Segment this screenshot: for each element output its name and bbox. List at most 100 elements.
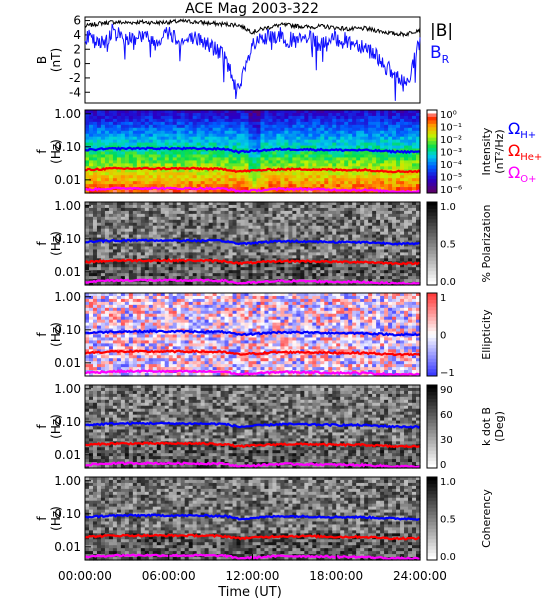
- spectrogram-cell: [244, 145, 250, 150]
- spectrogram-cell: [368, 187, 373, 191]
- spectrogram-cell: [152, 240, 158, 245]
- spectrogram-cell: [188, 163, 194, 167]
- spectrogram-cell: [392, 163, 397, 167]
- spectrogram-cell: [320, 133, 325, 138]
- spectrogram-cell: [228, 252, 234, 256]
- spectrogram-cell: [208, 231, 214, 236]
- spectrogram-cell: [176, 130, 182, 135]
- spectrogram-cell: [148, 175, 154, 179]
- spectrogram-cell: [252, 142, 258, 147]
- spectrogram-cell: [376, 130, 381, 135]
- spectrogram-cell: [148, 110, 154, 114]
- spectrogram-cell: [156, 255, 162, 259]
- spectrogram-cell: [216, 252, 222, 256]
- spectrogram-cell: [116, 210, 122, 215]
- spectrogram-cell: [108, 246, 114, 251]
- spectrogram-cell: [180, 282, 186, 286]
- spectrogram-cell: [144, 190, 150, 194]
- spectrogram-cell: [188, 210, 194, 215]
- spectrogram-cell: [100, 127, 106, 132]
- spectrogram-cell: [96, 216, 102, 221]
- spectrogram-cell: [128, 207, 134, 212]
- spectrogram-cell: [304, 175, 309, 179]
- spectrogram-cell: [124, 181, 130, 185]
- spectrogram-cell: [88, 225, 94, 230]
- spectrogram-cell: [140, 112, 146, 117]
- spectrogram-cell: [264, 151, 270, 156]
- spectrogram-cell: [112, 255, 118, 259]
- spectrogram-cell: [160, 231, 166, 236]
- spectrogram-cell: [248, 184, 254, 188]
- spectrogram-cell: [140, 219, 146, 224]
- spectrogram-cell: [364, 160, 369, 164]
- spectrogram-cell: [348, 136, 353, 141]
- spectrogram-cell: [284, 151, 289, 156]
- spectrogram-cell: [104, 276, 110, 280]
- spectrogram-cell: [224, 216, 230, 221]
- spectrogram-cell: [360, 136, 365, 141]
- spectrogram-cell: [136, 112, 142, 117]
- spectrogram-cell: [200, 142, 206, 147]
- spectrogram-cell: [120, 160, 126, 164]
- spectrogram-cell: [220, 154, 226, 159]
- spectrogram-cell: [128, 273, 134, 277]
- spectrogram-cell: [336, 169, 341, 173]
- spectrogram-cell: [332, 118, 337, 123]
- spectrogram-cell: [348, 118, 353, 123]
- spectrogram-cell: [248, 175, 254, 179]
- spectrogram-cell: [196, 163, 202, 167]
- spectrogram-cell: [344, 136, 349, 141]
- spectrogram-cell: [380, 130, 385, 135]
- spectrogram-cell: [132, 255, 138, 259]
- spectrogram-cell: [148, 225, 154, 230]
- spectrogram-cell: [148, 246, 154, 251]
- spectrogram-cell: [224, 276, 230, 280]
- spectrogram-cell: [120, 202, 126, 206]
- spectrogram-cell: [112, 184, 118, 188]
- spectrogram-cell: [164, 267, 170, 271]
- spectrogram-cell: [88, 184, 94, 188]
- spectrogram-cell: [388, 118, 393, 123]
- spectrogram-cell: [120, 276, 126, 280]
- spectrogram-cell: [164, 210, 170, 215]
- spectrogram-cell: [356, 124, 361, 129]
- spectrogram-cell: [172, 216, 178, 221]
- spectrogram-cell: [272, 184, 278, 188]
- spectrogram-cell: [300, 175, 305, 179]
- spectrogram-cell: [120, 222, 126, 227]
- spectrogram-cell: [188, 124, 194, 129]
- spectrogram-cell: [148, 202, 154, 206]
- spectrogram-cell: [356, 110, 361, 114]
- spectrogram-cell: [392, 151, 397, 156]
- spectrogram-cell: [100, 264, 106, 268]
- spectrogram-cell: [96, 255, 102, 259]
- spectrogram-cell: [276, 130, 282, 135]
- spectrogram-cell: [248, 121, 254, 126]
- spectrogram-cell: [85, 222, 90, 227]
- spectrogram-cell: [140, 216, 146, 221]
- spectrogram-cell: [288, 112, 293, 117]
- spectrogram-cell: [140, 234, 146, 239]
- spectrogram-cell: [144, 261, 150, 265]
- spectrogram-cell: [112, 219, 118, 224]
- spectrogram-cell: [88, 219, 94, 224]
- spectrogram-cell: [128, 225, 134, 230]
- spectrogram-cell: [136, 213, 142, 218]
- spectrogram-cell: [124, 163, 130, 167]
- spectrogram-cell: [92, 130, 98, 135]
- spectrogram-cell: [400, 151, 405, 156]
- spectrogram-cell: [368, 151, 373, 156]
- spectrogram-cell: [85, 154, 90, 159]
- spectrogram-cell: [196, 210, 202, 215]
- spectrogram-cell: [164, 264, 170, 268]
- spectrogram-cell: [272, 127, 278, 132]
- spectrogram-cell: [164, 255, 170, 259]
- spectrogram-cell: [328, 160, 333, 164]
- spectrogram-cell: [256, 127, 262, 132]
- spectrogram-cell: [272, 118, 278, 123]
- spectrogram-cell: [296, 190, 301, 194]
- spectrogram-cell: [148, 115, 154, 120]
- spectrogram-cell: [192, 118, 198, 123]
- spectrogram-cell: [104, 115, 110, 120]
